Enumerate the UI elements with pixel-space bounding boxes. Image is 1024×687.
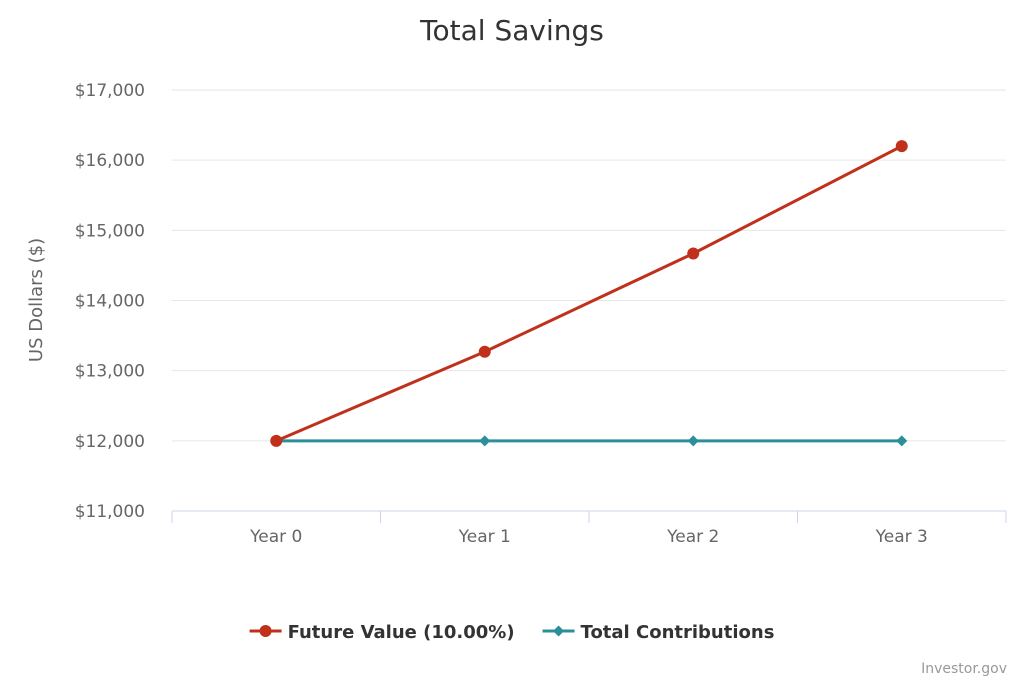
x-tick-label: Year 0 bbox=[249, 527, 302, 547]
y-tick-label: $15,000 bbox=[75, 221, 145, 241]
data-point[interactable] bbox=[895, 140, 908, 153]
x-tick-label: Year 1 bbox=[458, 527, 511, 547]
y-tick-label: $17,000 bbox=[75, 81, 145, 101]
y-tick-label: $13,000 bbox=[75, 362, 145, 382]
series-markers bbox=[270, 140, 908, 447]
y-tick-label: $16,000 bbox=[75, 151, 145, 171]
data-point[interactable] bbox=[687, 247, 700, 260]
data-point[interactable] bbox=[478, 345, 491, 358]
data-point[interactable] bbox=[687, 435, 699, 447]
chart-title: Total Savings bbox=[419, 14, 604, 47]
gridlines bbox=[172, 89, 1006, 442]
x-axis: Year 0 Year 1 Year 2 Year 3 bbox=[171, 510, 1007, 547]
legend-marker bbox=[259, 625, 272, 637]
legend: Future Value (10.00%) Total Contributions bbox=[249, 622, 775, 643]
y-axis-ticks: $11,000 $12,000 $13,000 $14,000 $15,000 $16,0… bbox=[75, 81, 145, 522]
y-tick-label: $11,000 bbox=[75, 502, 145, 522]
data-point[interactable] bbox=[479, 435, 491, 447]
y-axis-title: US Dollars ($) bbox=[26, 238, 47, 362]
legend-item[interactable]: Total Contributions bbox=[542, 622, 775, 643]
data-point[interactable] bbox=[896, 435, 908, 447]
legend-item[interactable]: Future Value (10.00%) bbox=[249, 622, 515, 643]
x-tick-label: Year 3 bbox=[875, 527, 928, 547]
data-point[interactable] bbox=[270, 434, 283, 447]
legend-marker bbox=[553, 625, 565, 637]
legend-label: Future Value (10.00%) bbox=[288, 622, 515, 643]
y-tick-label: $14,000 bbox=[75, 292, 145, 312]
legend-label: Total Contributions bbox=[581, 622, 775, 643]
credits-link[interactable]: Investor.gov bbox=[921, 661, 1007, 677]
series-line bbox=[274, 144, 904, 443]
x-tick-label: Year 2 bbox=[666, 527, 719, 547]
series-lines bbox=[274, 144, 904, 443]
y-tick-label: $12,000 bbox=[75, 432, 145, 452]
